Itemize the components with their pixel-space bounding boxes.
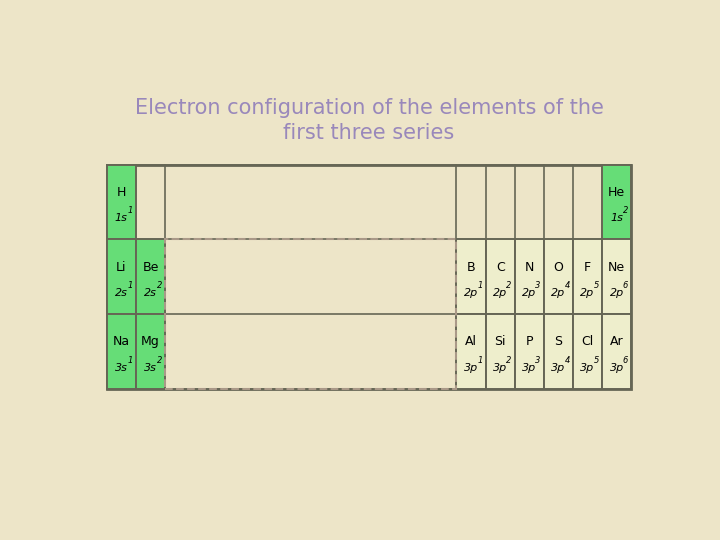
Bar xyxy=(107,314,136,389)
Text: 3p: 3p xyxy=(522,363,536,373)
Bar xyxy=(485,239,515,314)
Text: Ar: Ar xyxy=(610,335,624,348)
Text: Li: Li xyxy=(116,261,127,274)
Text: 3: 3 xyxy=(536,356,541,365)
Text: 2: 2 xyxy=(623,206,629,215)
Bar xyxy=(515,239,544,314)
Text: 2p: 2p xyxy=(522,288,536,298)
Text: Cl: Cl xyxy=(582,335,594,348)
Bar xyxy=(165,239,456,389)
Text: 3p: 3p xyxy=(552,363,565,373)
Text: Si: Si xyxy=(495,335,506,348)
Text: N: N xyxy=(525,261,534,274)
Text: Be: Be xyxy=(143,261,158,274)
Text: 2p: 2p xyxy=(580,288,595,298)
Text: 1s: 1s xyxy=(611,213,623,224)
Bar xyxy=(107,239,136,314)
Text: 1: 1 xyxy=(127,206,132,215)
Bar xyxy=(107,165,631,389)
Text: 2: 2 xyxy=(156,356,162,365)
Text: C: C xyxy=(496,261,505,274)
Bar xyxy=(107,165,136,239)
Text: Mg: Mg xyxy=(141,335,160,348)
Text: 2: 2 xyxy=(506,281,512,291)
Bar xyxy=(602,314,631,389)
Bar xyxy=(515,314,544,389)
Text: 3s: 3s xyxy=(144,363,157,373)
Text: 3: 3 xyxy=(536,281,541,291)
Text: Na: Na xyxy=(113,335,130,348)
Bar xyxy=(136,314,165,389)
Text: 3p: 3p xyxy=(580,363,595,373)
Text: 1s: 1s xyxy=(115,213,127,224)
Bar xyxy=(544,314,573,389)
Text: 5: 5 xyxy=(594,356,599,365)
Text: 3p: 3p xyxy=(493,363,508,373)
Text: 6: 6 xyxy=(623,356,629,365)
Text: H: H xyxy=(117,186,126,199)
Text: S: S xyxy=(554,335,562,348)
Bar xyxy=(573,314,602,389)
Bar xyxy=(602,165,631,239)
Text: 2: 2 xyxy=(156,281,162,291)
Text: 4: 4 xyxy=(564,281,570,291)
Text: 1: 1 xyxy=(477,356,482,365)
Text: 1: 1 xyxy=(127,356,132,365)
Text: 4: 4 xyxy=(564,356,570,365)
Text: 2p: 2p xyxy=(552,288,565,298)
Bar xyxy=(573,239,602,314)
Text: 2s: 2s xyxy=(144,288,157,298)
Text: P: P xyxy=(526,335,533,348)
Text: 1: 1 xyxy=(127,281,132,291)
Bar xyxy=(544,239,573,314)
Text: Al: Al xyxy=(465,335,477,348)
Text: O: O xyxy=(554,261,563,274)
Text: 5: 5 xyxy=(594,281,599,291)
Text: 1: 1 xyxy=(477,281,482,291)
Text: first three series: first three series xyxy=(284,124,454,144)
Text: 2p: 2p xyxy=(493,288,508,298)
Bar xyxy=(485,314,515,389)
Bar xyxy=(456,239,485,314)
Text: 6: 6 xyxy=(623,281,629,291)
Bar xyxy=(456,314,485,389)
Text: 2p: 2p xyxy=(610,288,624,298)
Text: He: He xyxy=(608,186,625,199)
Bar xyxy=(602,239,631,314)
Text: 2: 2 xyxy=(506,356,512,365)
Text: Ne: Ne xyxy=(608,261,625,274)
Text: B: B xyxy=(467,261,475,274)
Text: 3p: 3p xyxy=(464,363,478,373)
Text: 3p: 3p xyxy=(610,363,624,373)
Bar xyxy=(136,239,165,314)
Text: 3s: 3s xyxy=(115,363,127,373)
Text: 2p: 2p xyxy=(464,288,478,298)
Text: Electron configuration of the elements of the: Electron configuration of the elements o… xyxy=(135,98,603,118)
Text: F: F xyxy=(584,261,591,274)
Text: 2s: 2s xyxy=(115,288,127,298)
